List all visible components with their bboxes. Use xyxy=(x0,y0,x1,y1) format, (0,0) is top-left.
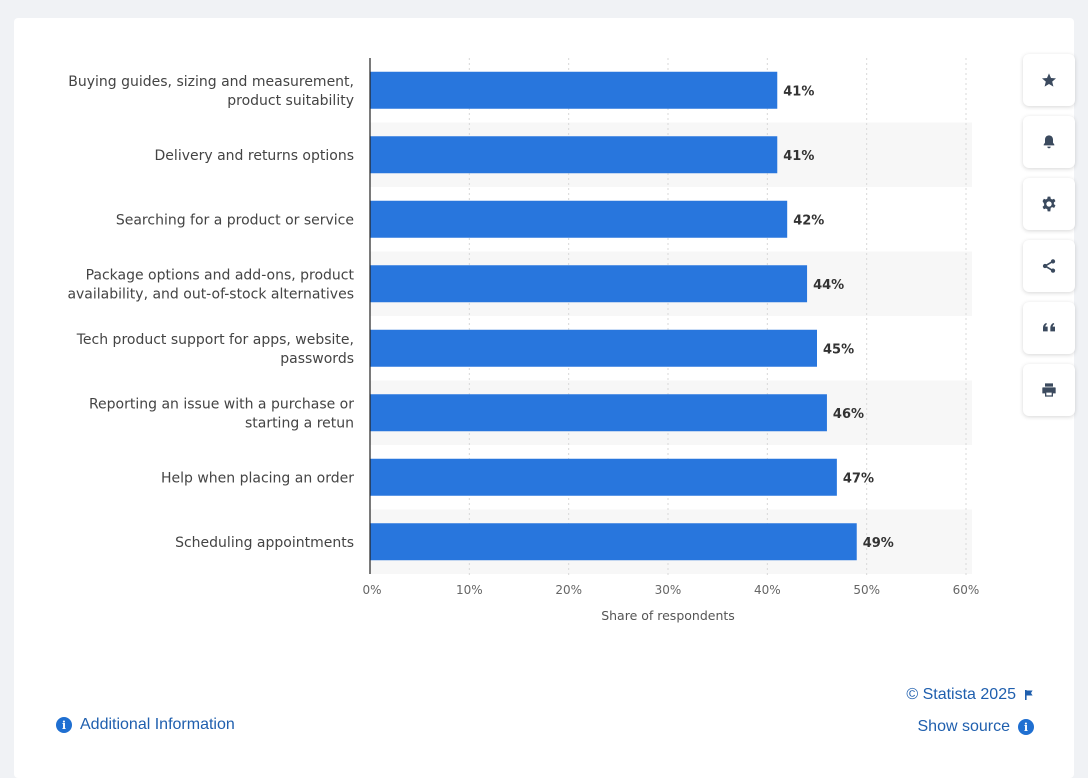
data-label: 46% xyxy=(833,407,864,422)
show-source-label: Show source xyxy=(917,718,1011,735)
credit-text: © Statista 2025 xyxy=(906,686,1016,703)
statista-credit[interactable]: © Statista 2025 xyxy=(906,686,1034,704)
category-label: Scheduling appointments xyxy=(175,535,354,551)
share-button[interactable] xyxy=(1023,240,1075,292)
bar xyxy=(370,200,788,238)
info-icon: i xyxy=(1018,719,1034,735)
category-label: Help when placing an order xyxy=(161,470,354,486)
category-label: starting a retun xyxy=(245,415,354,431)
bar xyxy=(370,136,778,174)
category-label: Buying guides, sizing and measurement, xyxy=(68,74,354,90)
category-label: Tech product support for apps, website, xyxy=(76,332,354,348)
x-tick-label: 60% xyxy=(953,583,980,597)
data-label: 41% xyxy=(783,149,814,164)
category-label: Searching for a product or service xyxy=(116,212,354,228)
favorite-button[interactable] xyxy=(1023,54,1075,106)
show-source-link[interactable]: Show source i xyxy=(906,718,1034,736)
category-label: Reporting an issue with a purchase or xyxy=(89,396,354,412)
chart-footer: © Statista 2025 Show source i xyxy=(906,686,1034,736)
gear-icon xyxy=(1042,196,1056,212)
bar xyxy=(370,523,857,561)
data-label: 41% xyxy=(783,84,814,99)
share-icon xyxy=(1042,259,1056,273)
x-tick-label: 20% xyxy=(555,583,582,597)
category-label: product suitability xyxy=(227,93,354,109)
data-label: 49% xyxy=(863,536,894,551)
print-icon xyxy=(1042,383,1056,397)
category-label: Delivery and returns options xyxy=(155,148,354,164)
bar-chart: 41% Buying guides, sizing and measurement… xyxy=(67,58,980,623)
data-label: 42% xyxy=(793,213,824,228)
x-tick-label: 50% xyxy=(853,583,880,597)
bar xyxy=(370,265,808,303)
x-tick-label: 0% xyxy=(362,583,381,597)
additional-information-link[interactable]: i Additional Information xyxy=(56,716,235,734)
info-icon: i xyxy=(56,717,72,733)
additional-information-label: Additional Information xyxy=(80,716,235,733)
chart-card: 41% Buying guides, sizing and measurement… xyxy=(14,18,1075,778)
category-label: Package options and add-ons, product xyxy=(86,267,355,283)
x-tick-label: 10% xyxy=(456,583,483,597)
notification-button[interactable] xyxy=(1023,116,1075,168)
quote-icon xyxy=(1043,323,1055,332)
bar xyxy=(370,394,827,432)
star-icon xyxy=(1042,73,1056,87)
print-button[interactable] xyxy=(1023,364,1075,416)
settings-button[interactable] xyxy=(1023,178,1075,230)
chart-toolbar xyxy=(1023,54,1075,426)
cite-button[interactable] xyxy=(1023,302,1075,354)
data-label: 44% xyxy=(813,278,844,293)
x-axis-title: Share of respondents xyxy=(601,608,735,623)
x-tick-label: 40% xyxy=(754,583,781,597)
bar xyxy=(370,329,817,367)
bell-icon xyxy=(1043,135,1055,149)
x-tick-label: 30% xyxy=(655,583,682,597)
data-label: 45% xyxy=(823,342,854,357)
category-label: availability, and out-of-stock alternati… xyxy=(67,286,354,302)
flag-icon xyxy=(1025,690,1033,700)
bar xyxy=(370,458,837,496)
bar xyxy=(370,71,778,109)
data-label: 47% xyxy=(843,471,874,486)
category-label: passwords xyxy=(280,351,354,367)
